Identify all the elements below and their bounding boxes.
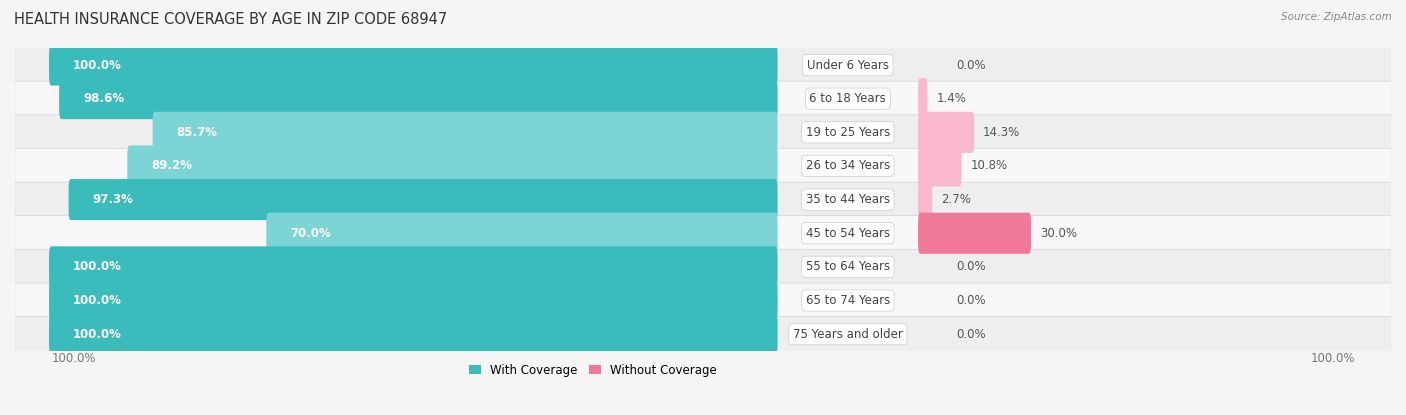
FancyBboxPatch shape bbox=[49, 314, 778, 355]
Text: 98.6%: 98.6% bbox=[83, 92, 124, 105]
Text: 100.0%: 100.0% bbox=[73, 294, 122, 307]
FancyBboxPatch shape bbox=[49, 44, 778, 85]
Text: 100.0%: 100.0% bbox=[73, 260, 122, 273]
FancyBboxPatch shape bbox=[59, 78, 778, 119]
Text: 100.0%: 100.0% bbox=[1310, 352, 1355, 365]
FancyBboxPatch shape bbox=[15, 48, 1391, 83]
Text: 0.0%: 0.0% bbox=[956, 294, 986, 307]
FancyBboxPatch shape bbox=[15, 81, 1391, 116]
FancyBboxPatch shape bbox=[15, 249, 1391, 284]
Text: 45 to 54 Years: 45 to 54 Years bbox=[806, 227, 890, 240]
FancyBboxPatch shape bbox=[918, 78, 928, 119]
Text: Under 6 Years: Under 6 Years bbox=[807, 59, 889, 71]
Text: Source: ZipAtlas.com: Source: ZipAtlas.com bbox=[1281, 12, 1392, 22]
Text: 0.0%: 0.0% bbox=[956, 260, 986, 273]
FancyBboxPatch shape bbox=[49, 247, 778, 287]
FancyBboxPatch shape bbox=[918, 179, 932, 220]
FancyBboxPatch shape bbox=[153, 112, 778, 153]
Text: 75 Years and older: 75 Years and older bbox=[793, 327, 903, 341]
FancyBboxPatch shape bbox=[918, 112, 974, 153]
Text: 85.7%: 85.7% bbox=[177, 126, 218, 139]
FancyBboxPatch shape bbox=[15, 182, 1391, 217]
FancyBboxPatch shape bbox=[15, 115, 1391, 150]
Text: 19 to 25 Years: 19 to 25 Years bbox=[806, 126, 890, 139]
Text: 100.0%: 100.0% bbox=[73, 327, 122, 341]
Text: 2.7%: 2.7% bbox=[941, 193, 970, 206]
FancyBboxPatch shape bbox=[15, 317, 1391, 352]
FancyBboxPatch shape bbox=[918, 213, 1031, 254]
Text: 0.0%: 0.0% bbox=[956, 327, 986, 341]
FancyBboxPatch shape bbox=[15, 216, 1391, 251]
Text: 14.3%: 14.3% bbox=[983, 126, 1021, 139]
FancyBboxPatch shape bbox=[15, 149, 1391, 183]
Text: 35 to 44 Years: 35 to 44 Years bbox=[806, 193, 890, 206]
Text: 6 to 18 Years: 6 to 18 Years bbox=[810, 92, 886, 105]
Text: 97.3%: 97.3% bbox=[93, 193, 134, 206]
FancyBboxPatch shape bbox=[918, 145, 962, 186]
Text: 55 to 64 Years: 55 to 64 Years bbox=[806, 260, 890, 273]
FancyBboxPatch shape bbox=[266, 213, 778, 254]
Text: 70.0%: 70.0% bbox=[290, 227, 330, 240]
FancyBboxPatch shape bbox=[128, 145, 778, 186]
Text: 100.0%: 100.0% bbox=[73, 59, 122, 71]
Legend: With Coverage, Without Coverage: With Coverage, Without Coverage bbox=[464, 359, 721, 381]
Text: 100.0%: 100.0% bbox=[51, 352, 96, 365]
Text: 10.8%: 10.8% bbox=[970, 159, 1007, 173]
Text: HEALTH INSURANCE COVERAGE BY AGE IN ZIP CODE 68947: HEALTH INSURANCE COVERAGE BY AGE IN ZIP … bbox=[14, 12, 447, 27]
Text: 89.2%: 89.2% bbox=[152, 159, 193, 173]
Text: 65 to 74 Years: 65 to 74 Years bbox=[806, 294, 890, 307]
Text: 0.0%: 0.0% bbox=[956, 59, 986, 71]
Text: 30.0%: 30.0% bbox=[1040, 227, 1077, 240]
Text: 26 to 34 Years: 26 to 34 Years bbox=[806, 159, 890, 173]
FancyBboxPatch shape bbox=[49, 280, 778, 321]
FancyBboxPatch shape bbox=[69, 179, 778, 220]
FancyBboxPatch shape bbox=[15, 283, 1391, 318]
Text: 1.4%: 1.4% bbox=[936, 92, 966, 105]
